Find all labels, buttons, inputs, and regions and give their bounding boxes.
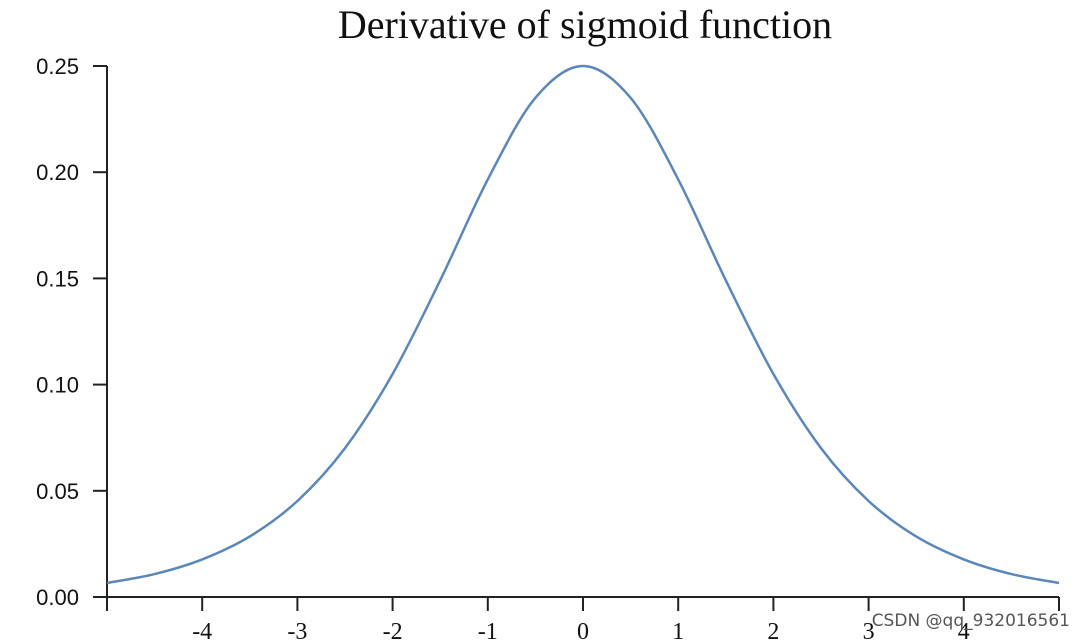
series-group xyxy=(106,64,1060,585)
x-tick-label: -4 xyxy=(192,619,212,640)
y-tick-label: 0.05 xyxy=(36,479,79,504)
series-line xyxy=(106,64,1060,585)
chart-title: Derivative of sigmoid function xyxy=(338,2,832,47)
y-tick-label: 0.15 xyxy=(36,266,79,291)
axes: 0.00 0.05 0.10 0.15 0.20 0.25 -4 -3 -2 -1 0 1 2 3 4 xyxy=(36,54,1060,640)
y-tick-label: 0.25 xyxy=(36,54,79,79)
y-tick-label: 0.00 xyxy=(36,585,79,610)
y-tick-label: 0.20 xyxy=(36,160,79,185)
x-tick-label: -3 xyxy=(287,619,307,640)
watermark-text: CSDN @qq_932016561 xyxy=(872,611,1070,631)
x-tick-label: 3 xyxy=(863,619,875,640)
x-tick-label: -2 xyxy=(383,619,403,640)
y-tick-label: 0.10 xyxy=(36,373,79,398)
x-tick-label: 4 xyxy=(958,619,970,640)
x-tick-label: -1 xyxy=(478,619,498,640)
x-tick-label: 0 xyxy=(577,619,589,640)
x-tick-label: 2 xyxy=(767,619,779,640)
x-tick-label: 1 xyxy=(672,619,684,640)
